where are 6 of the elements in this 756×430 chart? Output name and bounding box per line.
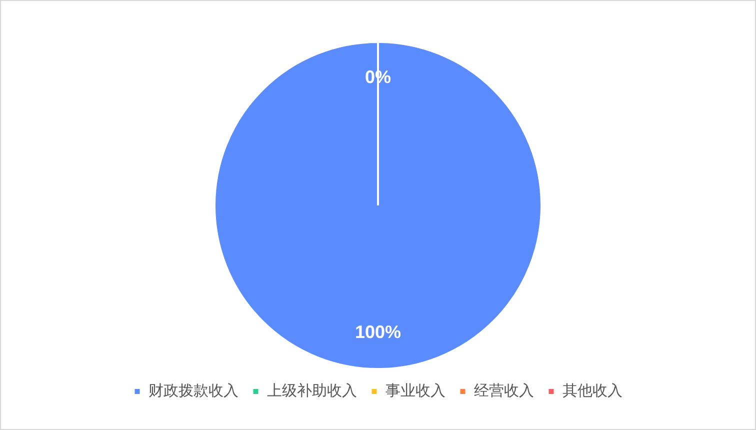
legend-label: 其他收入 <box>562 382 622 400</box>
legend-label: 事业收入 <box>385 382 446 400</box>
legend-label: 财政拨款收入 <box>148 382 238 400</box>
data-label: 100% <box>354 322 402 342</box>
legend-label: 上级补助收入 <box>266 382 357 400</box>
legend-label: 经营收入 <box>474 382 534 400</box>
